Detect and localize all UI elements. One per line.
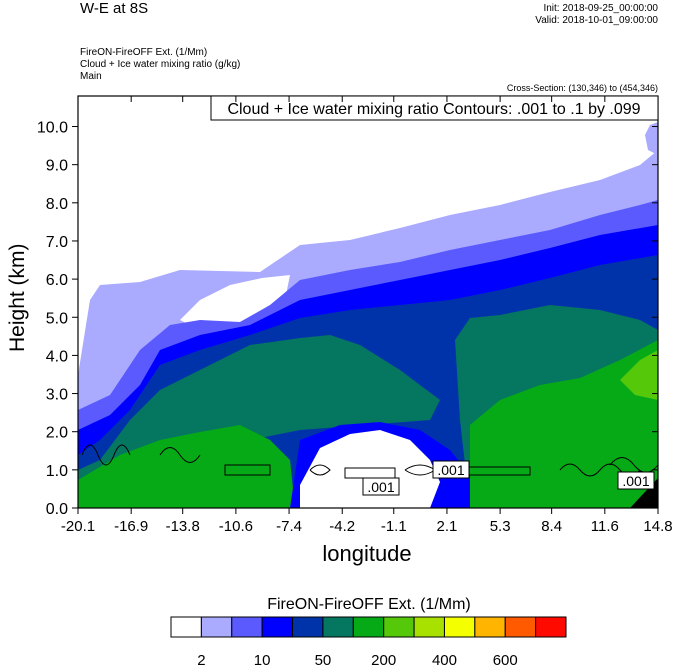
y-tick-label: 0.0 bbox=[46, 501, 68, 518]
colorbar-label: 50 bbox=[314, 652, 332, 667]
init-time: Init: 2018-09-25_00:00:00 bbox=[543, 3, 658, 14]
y-tick-label: 8.0 bbox=[46, 196, 68, 213]
colorbar-label: 200 bbox=[371, 652, 397, 667]
colorbar-swatch bbox=[535, 616, 567, 638]
colorbar-swatch bbox=[443, 616, 476, 638]
colorbar-label: 2 bbox=[197, 652, 206, 667]
x-tick-label: -20.1 bbox=[61, 518, 95, 535]
y-tick-label: 4.0 bbox=[46, 348, 68, 365]
x-tick-label: -13.8 bbox=[166, 518, 200, 535]
x-tick-label: 8.4 bbox=[541, 518, 562, 535]
y-tick-label: 3.0 bbox=[46, 387, 68, 404]
colorbar-swatch bbox=[504, 616, 537, 638]
contour-label: .001 bbox=[622, 473, 649, 489]
contour-label: .001 bbox=[367, 479, 394, 495]
contour-fill-light-green bbox=[620, 350, 658, 400]
y-tick-label: 1.0 bbox=[46, 463, 68, 480]
contour-fill-green-right bbox=[470, 340, 658, 508]
contour-label: .001 bbox=[437, 462, 464, 478]
valid-time: Valid: 2018-10-01_09:00:00 bbox=[535, 15, 658, 26]
x-tick-label: 11.6 bbox=[591, 518, 619, 535]
colorbar-title: FireON-FireOFF Ext. (1/Mm) bbox=[267, 596, 471, 613]
contour-info-box bbox=[210, 95, 659, 121]
colorbar-label: 600 bbox=[492, 652, 518, 667]
subtitle-1: FireON-FireOFF Ext. (1/Mm) bbox=[80, 47, 208, 58]
contour-label-box bbox=[617, 471, 655, 490]
x-tick-label: -7.4 bbox=[276, 518, 302, 535]
colorbar-swatch bbox=[322, 616, 354, 638]
contour-info: Cloud + Ice water mixing ratio Contours:… bbox=[227, 101, 640, 118]
colorbar-label: 10 bbox=[253, 652, 271, 667]
contour-fill-green-left bbox=[78, 425, 295, 508]
x-tick-label: 2.1 bbox=[437, 518, 458, 535]
colorbar-label: 400 bbox=[431, 652, 457, 667]
colorbar-swatch bbox=[474, 616, 506, 638]
colorbar-swatch bbox=[383, 616, 415, 638]
contour-label-box bbox=[362, 477, 400, 496]
x-tick-label: -1.1 bbox=[381, 518, 407, 535]
chart-title: W-E at 8S bbox=[80, 0, 149, 17]
y-tick-label: 5.0 bbox=[46, 310, 68, 327]
y-axis-label: Height (km) bbox=[6, 243, 29, 352]
x-tick-label: 14.8 bbox=[643, 518, 672, 535]
colorbar-swatch bbox=[200, 616, 233, 638]
subtitle-2: Cloud + Ice water mixing ratio (g/kg) bbox=[80, 59, 241, 70]
subtitle-3: Main bbox=[80, 71, 102, 82]
x-tick-label: -4.2 bbox=[329, 518, 355, 535]
y-tick-label: 10.0 bbox=[37, 120, 68, 137]
x-tick-label: 5.3 bbox=[490, 518, 511, 535]
y-tick-label: 9.0 bbox=[46, 158, 68, 175]
contour-fill-white-bubble bbox=[300, 430, 440, 508]
y-tick-label: 6.0 bbox=[46, 272, 68, 289]
colorbar-swatch bbox=[292, 616, 324, 638]
cross-section-label: Cross-Section: (130,346) to (454,346) bbox=[506, 83, 658, 93]
colorbar-swatch bbox=[261, 616, 294, 638]
y-tick-label: 2.0 bbox=[46, 425, 68, 442]
colorbar-swatch bbox=[413, 616, 445, 638]
contour-fill-lavender-top bbox=[645, 122, 658, 155]
x-tick-label: -10.6 bbox=[219, 518, 253, 535]
contour-label-box bbox=[432, 460, 470, 479]
colorbar-swatch bbox=[170, 616, 202, 638]
x-axis-label: longitude bbox=[322, 541, 412, 566]
colorbar-swatch bbox=[352, 616, 385, 638]
y-tick-label: 7.0 bbox=[46, 234, 68, 251]
colorbar-swatch bbox=[231, 616, 263, 638]
x-tick-label: -16.9 bbox=[114, 518, 148, 535]
